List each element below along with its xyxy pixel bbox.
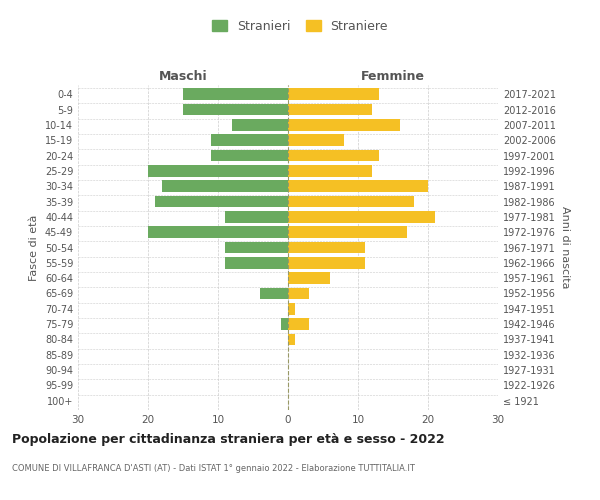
Bar [211, 134, 288, 146]
Bar [288, 165, 372, 176]
Text: Popolazione per cittadinanza straniera per età e sesso - 2022: Popolazione per cittadinanza straniera p… [12, 432, 445, 446]
Bar [260, 288, 288, 299]
Bar [183, 104, 288, 116]
Bar [288, 257, 365, 268]
Text: COMUNE DI VILLAFRANCA D'ASTI (AT) - Dati ISTAT 1° gennaio 2022 - Elaborazione TU: COMUNE DI VILLAFRANCA D'ASTI (AT) - Dati… [12, 464, 415, 473]
Bar [183, 88, 288, 100]
Bar [232, 119, 288, 130]
Bar [288, 150, 379, 162]
Bar [288, 196, 414, 207]
Bar [225, 257, 288, 268]
Bar [281, 318, 288, 330]
Bar [288, 226, 407, 238]
Bar [288, 180, 428, 192]
Y-axis label: Fasce di età: Fasce di età [29, 214, 39, 280]
Bar [288, 303, 295, 314]
Bar [225, 242, 288, 253]
Bar [288, 211, 435, 222]
Bar [211, 150, 288, 162]
Bar [155, 196, 288, 207]
Y-axis label: Anni di nascita: Anni di nascita [560, 206, 570, 288]
Bar [148, 226, 288, 238]
Bar [288, 88, 379, 100]
Bar [288, 104, 372, 116]
Bar [288, 318, 309, 330]
Bar [288, 242, 365, 253]
Bar [162, 180, 288, 192]
Bar [148, 165, 288, 176]
Text: Femmine: Femmine [361, 70, 425, 84]
Text: Maschi: Maschi [158, 70, 208, 84]
Bar [288, 272, 330, 284]
Bar [288, 288, 309, 299]
Legend: Stranieri, Straniere: Stranieri, Straniere [208, 16, 392, 37]
Bar [288, 334, 295, 345]
Bar [288, 119, 400, 130]
Bar [288, 134, 344, 146]
Bar [225, 211, 288, 222]
